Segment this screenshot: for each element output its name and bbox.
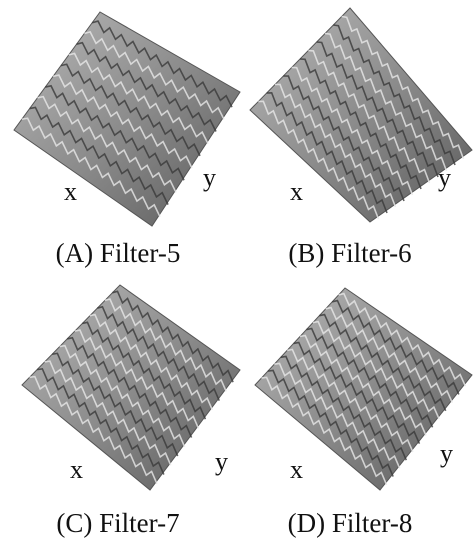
- x-label: x: [290, 177, 303, 206]
- caption: (B) Filter-6: [288, 238, 411, 268]
- y-label: y: [203, 163, 216, 192]
- y-label: y: [215, 447, 228, 476]
- surface: [22, 285, 240, 490]
- figure: x y (A) Filter-5 x y (B) Filter-6 x y (C…: [0, 0, 474, 547]
- y-label: y: [440, 439, 453, 468]
- x-label: x: [70, 455, 83, 484]
- caption: (A) Filter-5: [56, 238, 181, 268]
- caption: (C) Filter-7: [56, 508, 179, 538]
- y-label: y: [438, 163, 451, 192]
- surface: [14, 12, 240, 226]
- x-label: x: [290, 455, 303, 484]
- x-label: x: [64, 177, 77, 206]
- caption: (D) Filter-8: [288, 508, 413, 538]
